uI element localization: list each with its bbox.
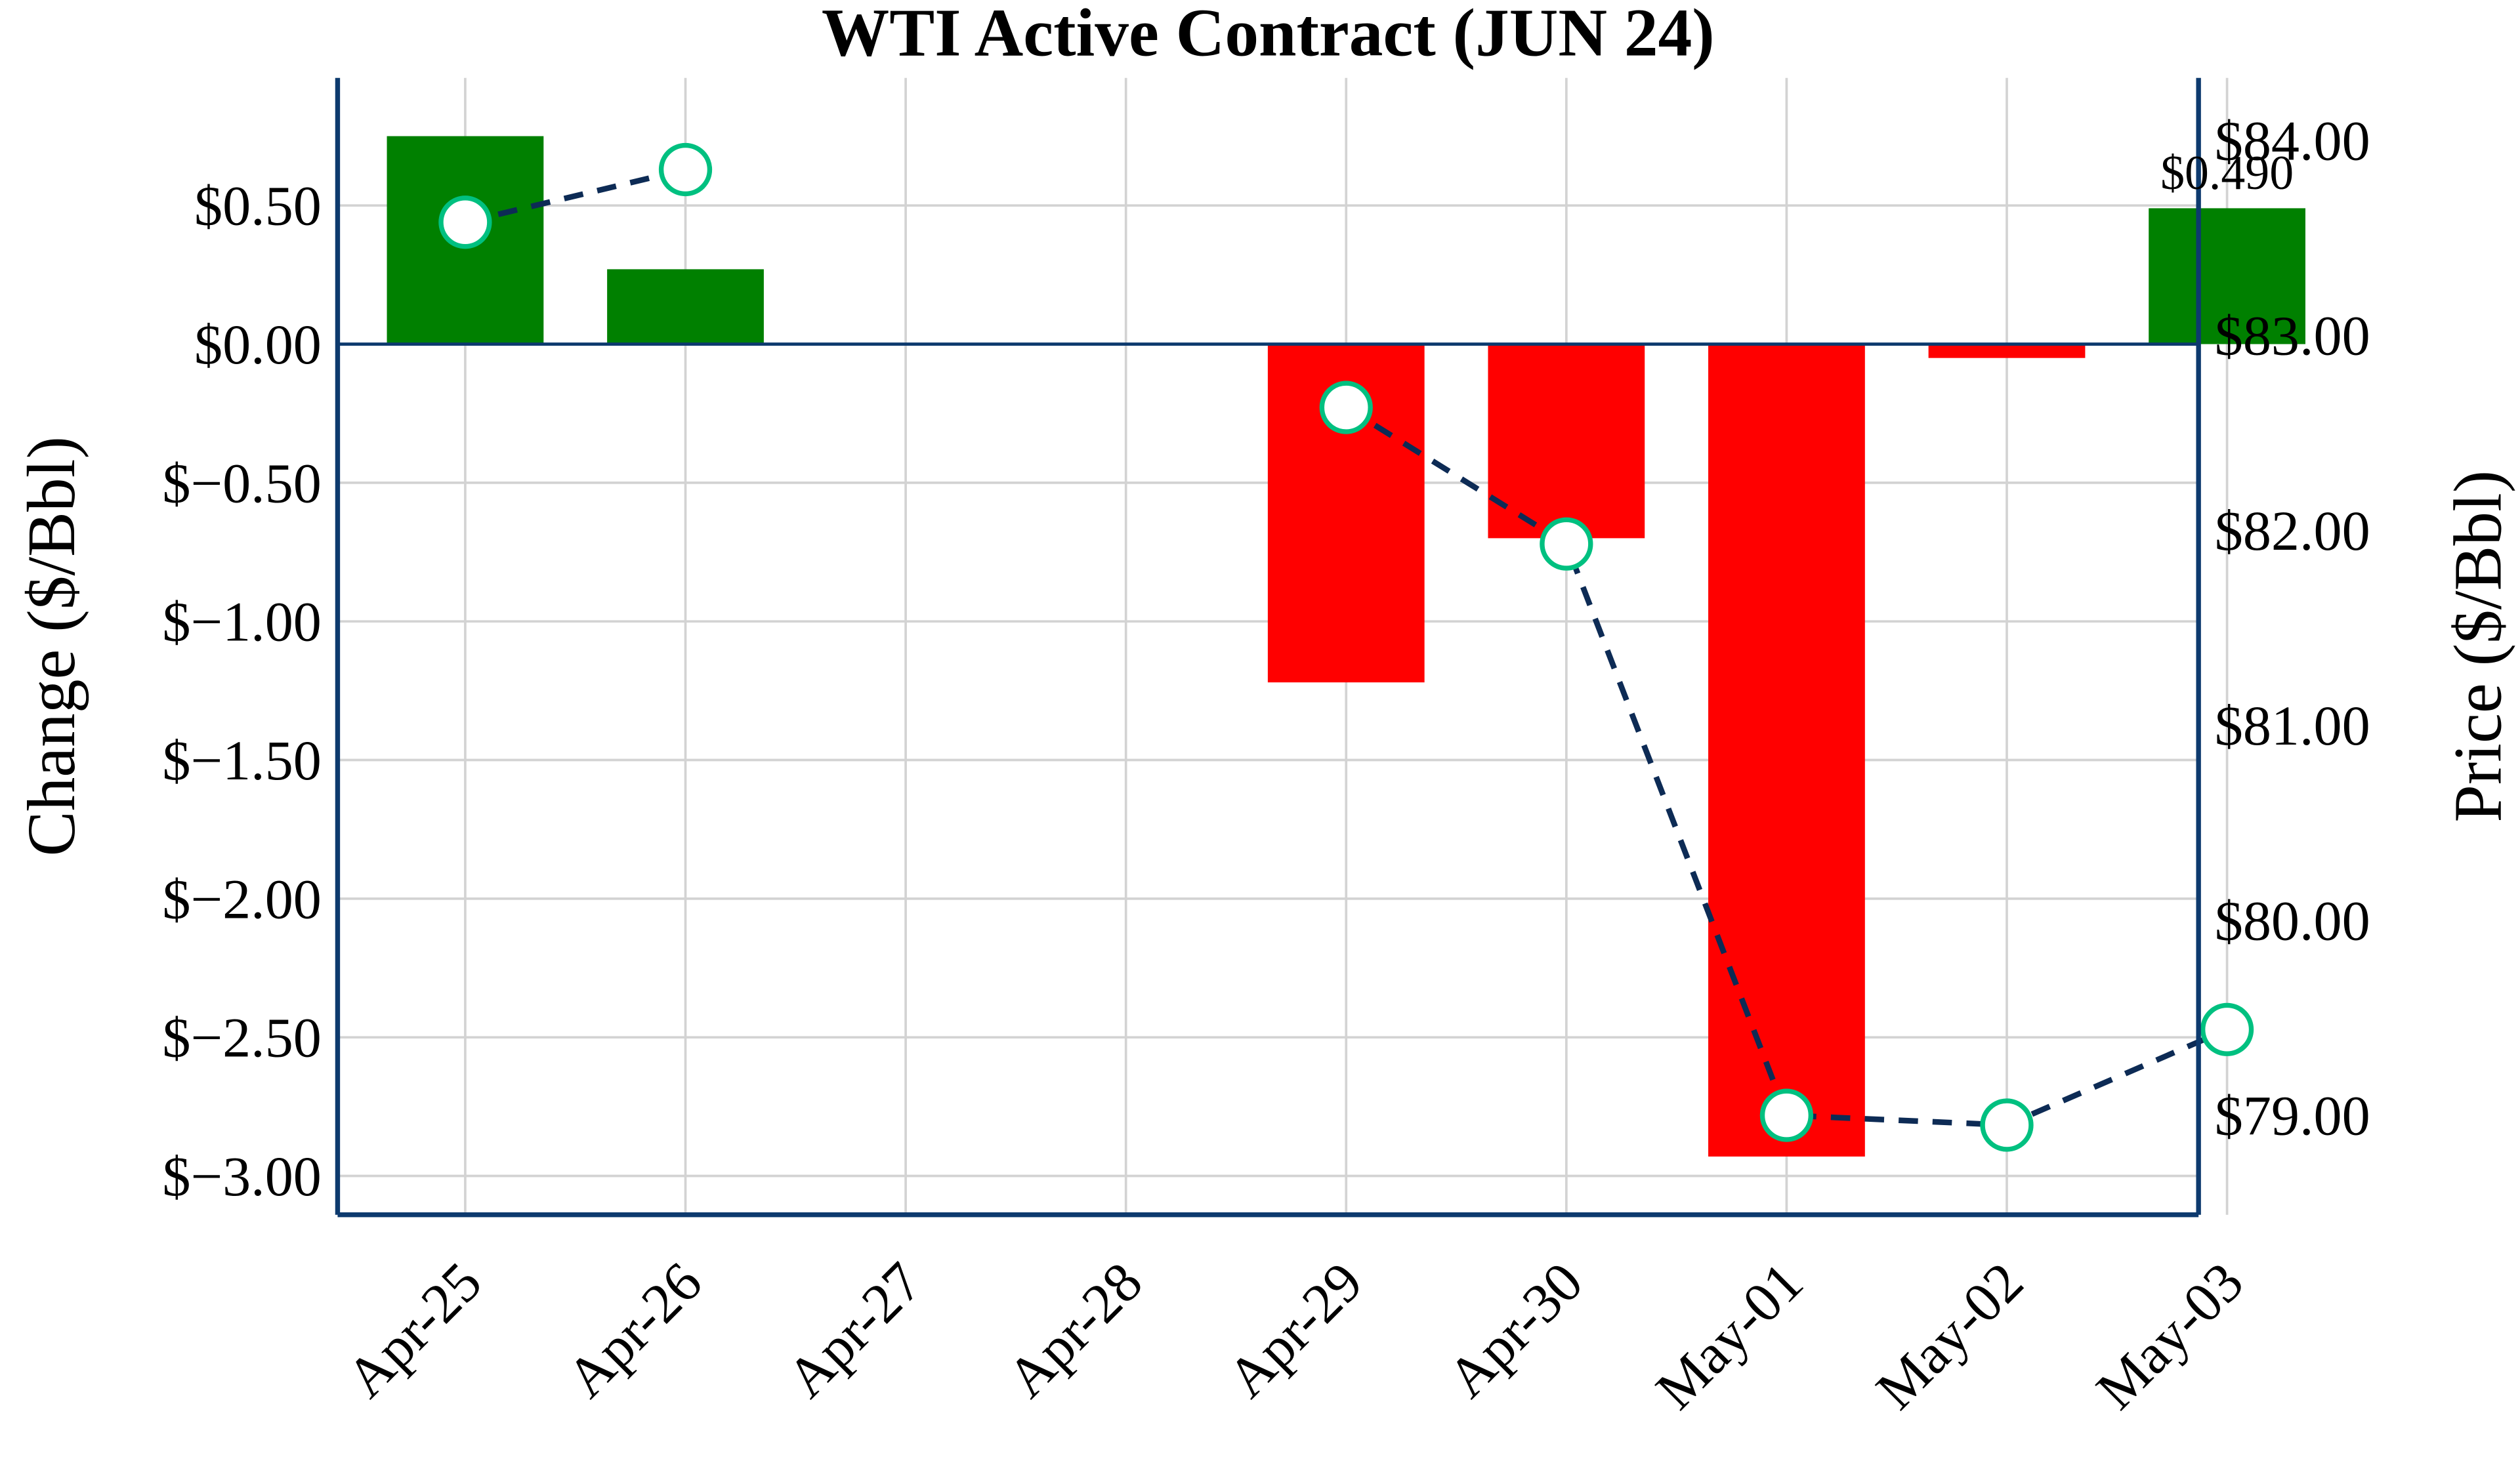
y-tick-label: $−1.50 bbox=[162, 729, 321, 792]
y2-tick-label: $84.00 bbox=[2215, 109, 2370, 172]
x-tick-label: Apr-25 bbox=[334, 1250, 494, 1410]
price-line-segment bbox=[1344, 405, 2229, 1128]
x-tick-label: Apr-30 bbox=[1435, 1250, 1595, 1410]
change-bar-Apr-30 bbox=[1488, 344, 1645, 539]
x-tick-label: Apr-27 bbox=[774, 1250, 934, 1410]
y2-tick-label: $80.00 bbox=[2215, 889, 2370, 952]
y2-tick-label: $79.00 bbox=[2215, 1084, 2370, 1147]
y2-tick-label: $81.00 bbox=[2215, 694, 2370, 757]
x-tick-label: Apr-29 bbox=[1215, 1250, 1375, 1410]
y-tick-label: $−1.00 bbox=[162, 590, 321, 653]
price-line bbox=[438, 142, 2254, 1152]
change-bar-May-03 bbox=[2149, 208, 2305, 344]
chart-title: WTI Active Contract (JUN 24) bbox=[822, 0, 1715, 70]
y-tick-label: $−2.00 bbox=[162, 867, 321, 930]
y2-axis-label: Price ($/Bbl) bbox=[2441, 470, 2515, 823]
y-tick-label: $−2.50 bbox=[162, 1006, 321, 1069]
price-point-Apr-26 bbox=[658, 142, 713, 197]
price-point-May-03 bbox=[2200, 1002, 2254, 1056]
price-point-Apr-29 bbox=[1319, 380, 1373, 434]
x-tick-label: May-02 bbox=[1864, 1250, 2035, 1422]
y-tick-label: $0.00 bbox=[194, 313, 322, 376]
x-tick-label: Apr-28 bbox=[995, 1250, 1154, 1410]
y-axis-label: Change ($/Bbl) bbox=[14, 436, 89, 856]
y-tick-label: $0.50 bbox=[194, 175, 322, 237]
price-point-Apr-25 bbox=[438, 195, 492, 249]
x-tick-label: Apr-26 bbox=[555, 1250, 714, 1410]
y-tick-label: $−3.00 bbox=[162, 1145, 321, 1208]
y2-tick-label: $83.00 bbox=[2215, 304, 2370, 367]
bar-annotation: $0.490 bbox=[2160, 146, 2294, 199]
x-tick-label: May-01 bbox=[1644, 1250, 1815, 1422]
price-point-May-01 bbox=[1759, 1088, 1814, 1142]
change-bar-Apr-26 bbox=[607, 269, 764, 344]
y-tick-label: $−0.50 bbox=[162, 451, 321, 514]
change-bar-May-02 bbox=[1928, 344, 2086, 358]
change-bar-May-01 bbox=[1708, 344, 1865, 1157]
price-point-May-02 bbox=[1980, 1098, 2034, 1152]
price-line-segment bbox=[464, 167, 686, 225]
x-tick-label: May-03 bbox=[2084, 1250, 2256, 1422]
bars bbox=[387, 136, 2305, 1157]
price-point-Apr-30 bbox=[1540, 517, 1593, 571]
y2-tick-label: $82.00 bbox=[2215, 499, 2370, 562]
